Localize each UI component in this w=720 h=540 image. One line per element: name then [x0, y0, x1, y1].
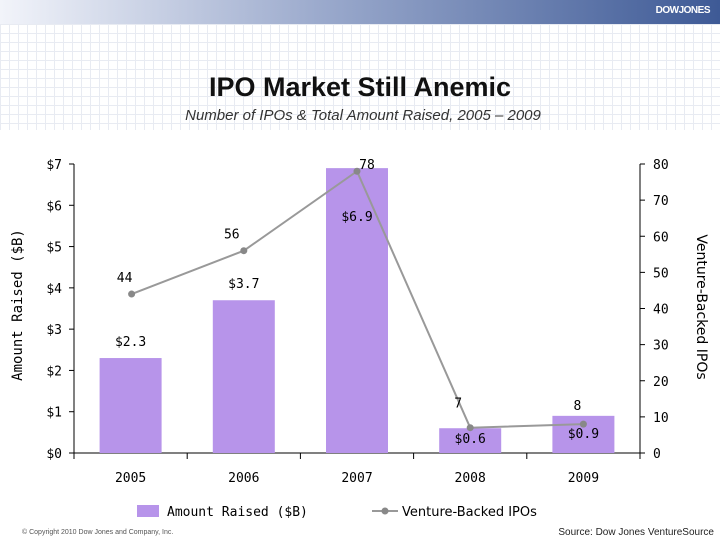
x-tick-label: 2007: [341, 471, 372, 486]
source-note: Source: Dow Jones VentureSource: [558, 527, 714, 538]
right-tick-label: 60: [653, 230, 669, 245]
left-tick-label: $0: [46, 447, 62, 462]
line-value-label: 44: [117, 271, 133, 286]
legend-swatch-amount-raised: [137, 505, 159, 517]
line-point-venture-backed-ipos: [240, 247, 248, 255]
left-tick-label: $7: [46, 158, 62, 173]
left-tick-label: $4: [46, 282, 62, 297]
line-value-label: 56: [224, 228, 240, 243]
copyright-notice: © Copyright 2010 Dow Jones and Company, …: [22, 529, 174, 536]
left-tick-label: $2: [46, 364, 62, 379]
bar-value-label: $2.3: [115, 335, 146, 350]
right-tick-label: 10: [653, 411, 669, 426]
x-tick-label: 2006: [228, 471, 259, 486]
bar-amount-raised: [439, 428, 502, 453]
right-tick-label: 30: [653, 339, 669, 354]
right-tick-label: 50: [653, 266, 669, 281]
line-point-venture-backed-ipos: [466, 424, 474, 432]
left-tick-label: $6: [46, 199, 62, 214]
brand-logo: DOWJONES: [655, 5, 711, 16]
bar-value-label: $0.6: [455, 432, 486, 447]
bar-value-label: $0.9: [568, 427, 599, 442]
y-axis-title: Amount Raised ($B): [10, 229, 26, 381]
y2-axis-title: Venture-Backed IPOs: [693, 234, 709, 379]
chart-subtitle: Number of IPOs & Total Amount Raised, 20…: [185, 107, 541, 124]
legend-label-amount-raised: Amount Raised ($B): [167, 505, 308, 520]
line-point-venture-backed-ipos: [128, 290, 136, 298]
line-value-label: 8: [573, 399, 581, 414]
bar-amount-raised: [212, 300, 275, 453]
legend-marker-venture-backed-ipos: [381, 507, 389, 515]
right-tick-label: 80: [653, 158, 669, 173]
right-tick-label: 70: [653, 194, 669, 209]
right-tick-label: 0: [653, 447, 661, 462]
right-tick-label: 20: [653, 375, 669, 390]
x-tick-label: 2009: [568, 471, 599, 486]
line-point-venture-backed-ipos: [579, 420, 587, 428]
legend-label-venture-backed-ipos: Venture-Backed IPOs: [402, 505, 537, 520]
x-tick-label: 2008: [455, 471, 486, 486]
top-banner: DOWJONES: [0, 0, 720, 24]
left-tick-label: $5: [46, 241, 62, 256]
page-title: IPO Market Still Anemic: [208, 72, 512, 102]
left-tick-label: $3: [46, 323, 62, 338]
bar-value-label: $6.9: [341, 210, 372, 225]
line-value-label: 78: [359, 158, 375, 173]
right-tick-label: 40: [653, 303, 669, 318]
line-value-label: 7: [454, 397, 462, 412]
left-tick-label: $1: [46, 406, 62, 421]
bar-value-label: $3.7: [228, 277, 259, 292]
x-tick-label: 2005: [115, 471, 146, 486]
line-point-venture-backed-ipos: [353, 167, 361, 175]
bar-amount-raised: [99, 358, 162, 453]
